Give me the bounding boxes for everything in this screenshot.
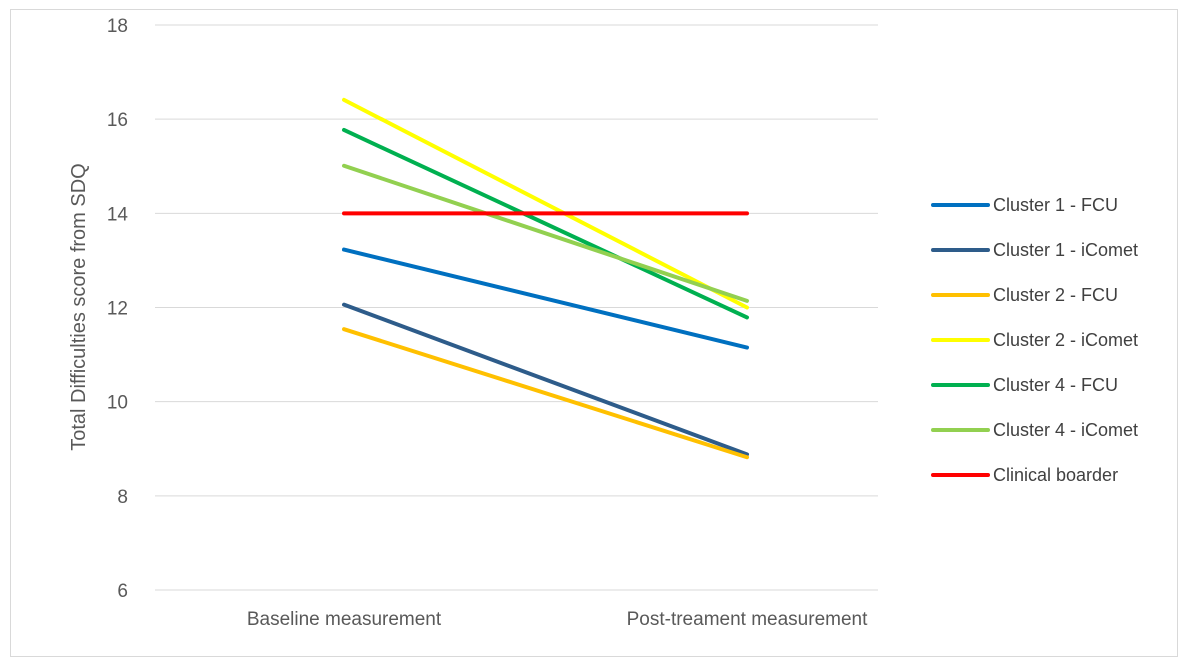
- legend-label: Cluster 4 - FCU: [993, 375, 1118, 395]
- y-tick-label: 6: [117, 581, 128, 602]
- series-line-6: [342, 163, 749, 303]
- legend-label: Cluster 1 - iComet: [993, 240, 1138, 260]
- series-line-2: [342, 302, 749, 457]
- y-tick-label: 12: [107, 299, 128, 320]
- y-axis-title: Total Difficulties score from SDQ: [68, 163, 90, 451]
- x-tick-label: Post-treament measurement: [627, 609, 868, 630]
- legend-label: Cluster 4 - iComet: [993, 420, 1138, 440]
- y-axis-ticks: 6 8 10 12 14 16 18: [107, 16, 129, 602]
- series-lines: [342, 97, 749, 460]
- gridlines: [155, 24, 878, 591]
- legend-label: Cluster 1 - FCU: [993, 195, 1118, 215]
- series-line-3: [342, 327, 749, 460]
- series-line-5: [342, 127, 749, 320]
- legend-label: Cluster 2 - iComet: [993, 330, 1138, 350]
- series-line-1: [342, 247, 749, 350]
- chart-frame: [10, 9, 1178, 657]
- series-line-4: [342, 97, 749, 310]
- y-tick-label: 14: [107, 204, 129, 225]
- x-tick-label: Baseline measurement: [247, 609, 442, 630]
- y-tick-label: 18: [107, 16, 128, 37]
- y-tick-label: 8: [117, 487, 128, 508]
- legend: Cluster 1 - FCU Cluster 1 - iComet Cluster…: [931, 195, 1138, 485]
- y-tick-label: 16: [107, 110, 128, 131]
- legend-label: Cluster 2 - FCU: [993, 285, 1118, 305]
- y-tick-label: 10: [107, 393, 128, 414]
- x-axis-ticks: Baseline measurement Post-treament measur…: [247, 609, 868, 630]
- legend-label: Clinical boarder: [993, 465, 1118, 485]
